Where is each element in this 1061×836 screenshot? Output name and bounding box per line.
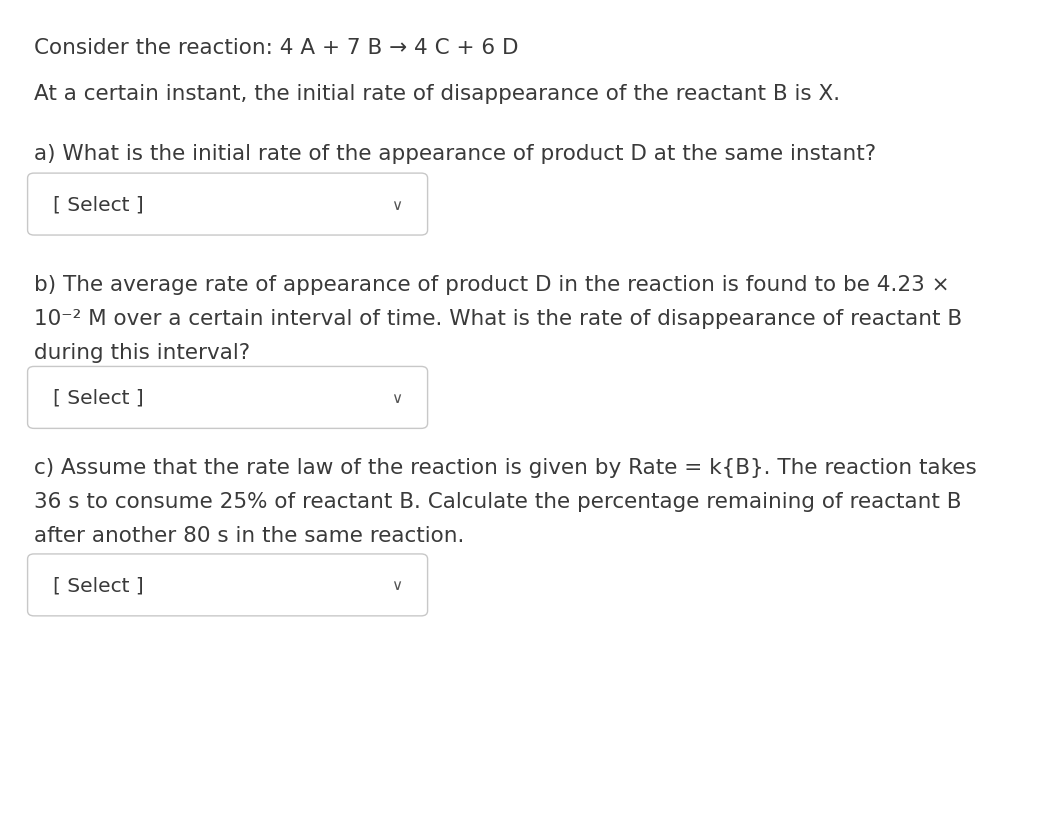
Text: c) Assume that the rate law of the reaction is given by Rate = k{B}. The reactio: c) Assume that the rate law of the react…	[34, 457, 977, 477]
Text: [ Select ]: [ Select ]	[53, 389, 144, 407]
Text: after another 80 s in the same reaction.: after another 80 s in the same reaction.	[34, 526, 465, 546]
Text: ∨: ∨	[392, 197, 402, 212]
Text: ∨: ∨	[392, 390, 402, 405]
FancyBboxPatch shape	[28, 554, 428, 616]
Text: b) The average rate of appearance of product D in the reaction is found to be 4.: b) The average rate of appearance of pro…	[34, 274, 950, 294]
Text: 36 s to consume 25% of reactant B. Calculate the percentage remaining of reactan: 36 s to consume 25% of reactant B. Calcu…	[34, 492, 961, 512]
Text: during this interval?: during this interval?	[34, 343, 250, 363]
Text: [ Select ]: [ Select ]	[53, 576, 144, 594]
FancyBboxPatch shape	[28, 367, 428, 429]
Text: a) What is the initial rate of the appearance of product D at the same instant?: a) What is the initial rate of the appea…	[34, 144, 876, 164]
Text: ∨: ∨	[392, 578, 402, 593]
Text: Consider the reaction: 4 A + 7 B → 4 C + 6 D: Consider the reaction: 4 A + 7 B → 4 C +…	[34, 38, 519, 58]
Text: [ Select ]: [ Select ]	[53, 196, 144, 214]
FancyBboxPatch shape	[28, 174, 428, 236]
Text: At a certain instant, the initial rate of disappearance of the reactant B is X.: At a certain instant, the initial rate o…	[34, 84, 840, 104]
Text: 10⁻² M over a certain interval of time. What is the rate of disappearance of rea: 10⁻² M over a certain interval of time. …	[34, 308, 962, 329]
